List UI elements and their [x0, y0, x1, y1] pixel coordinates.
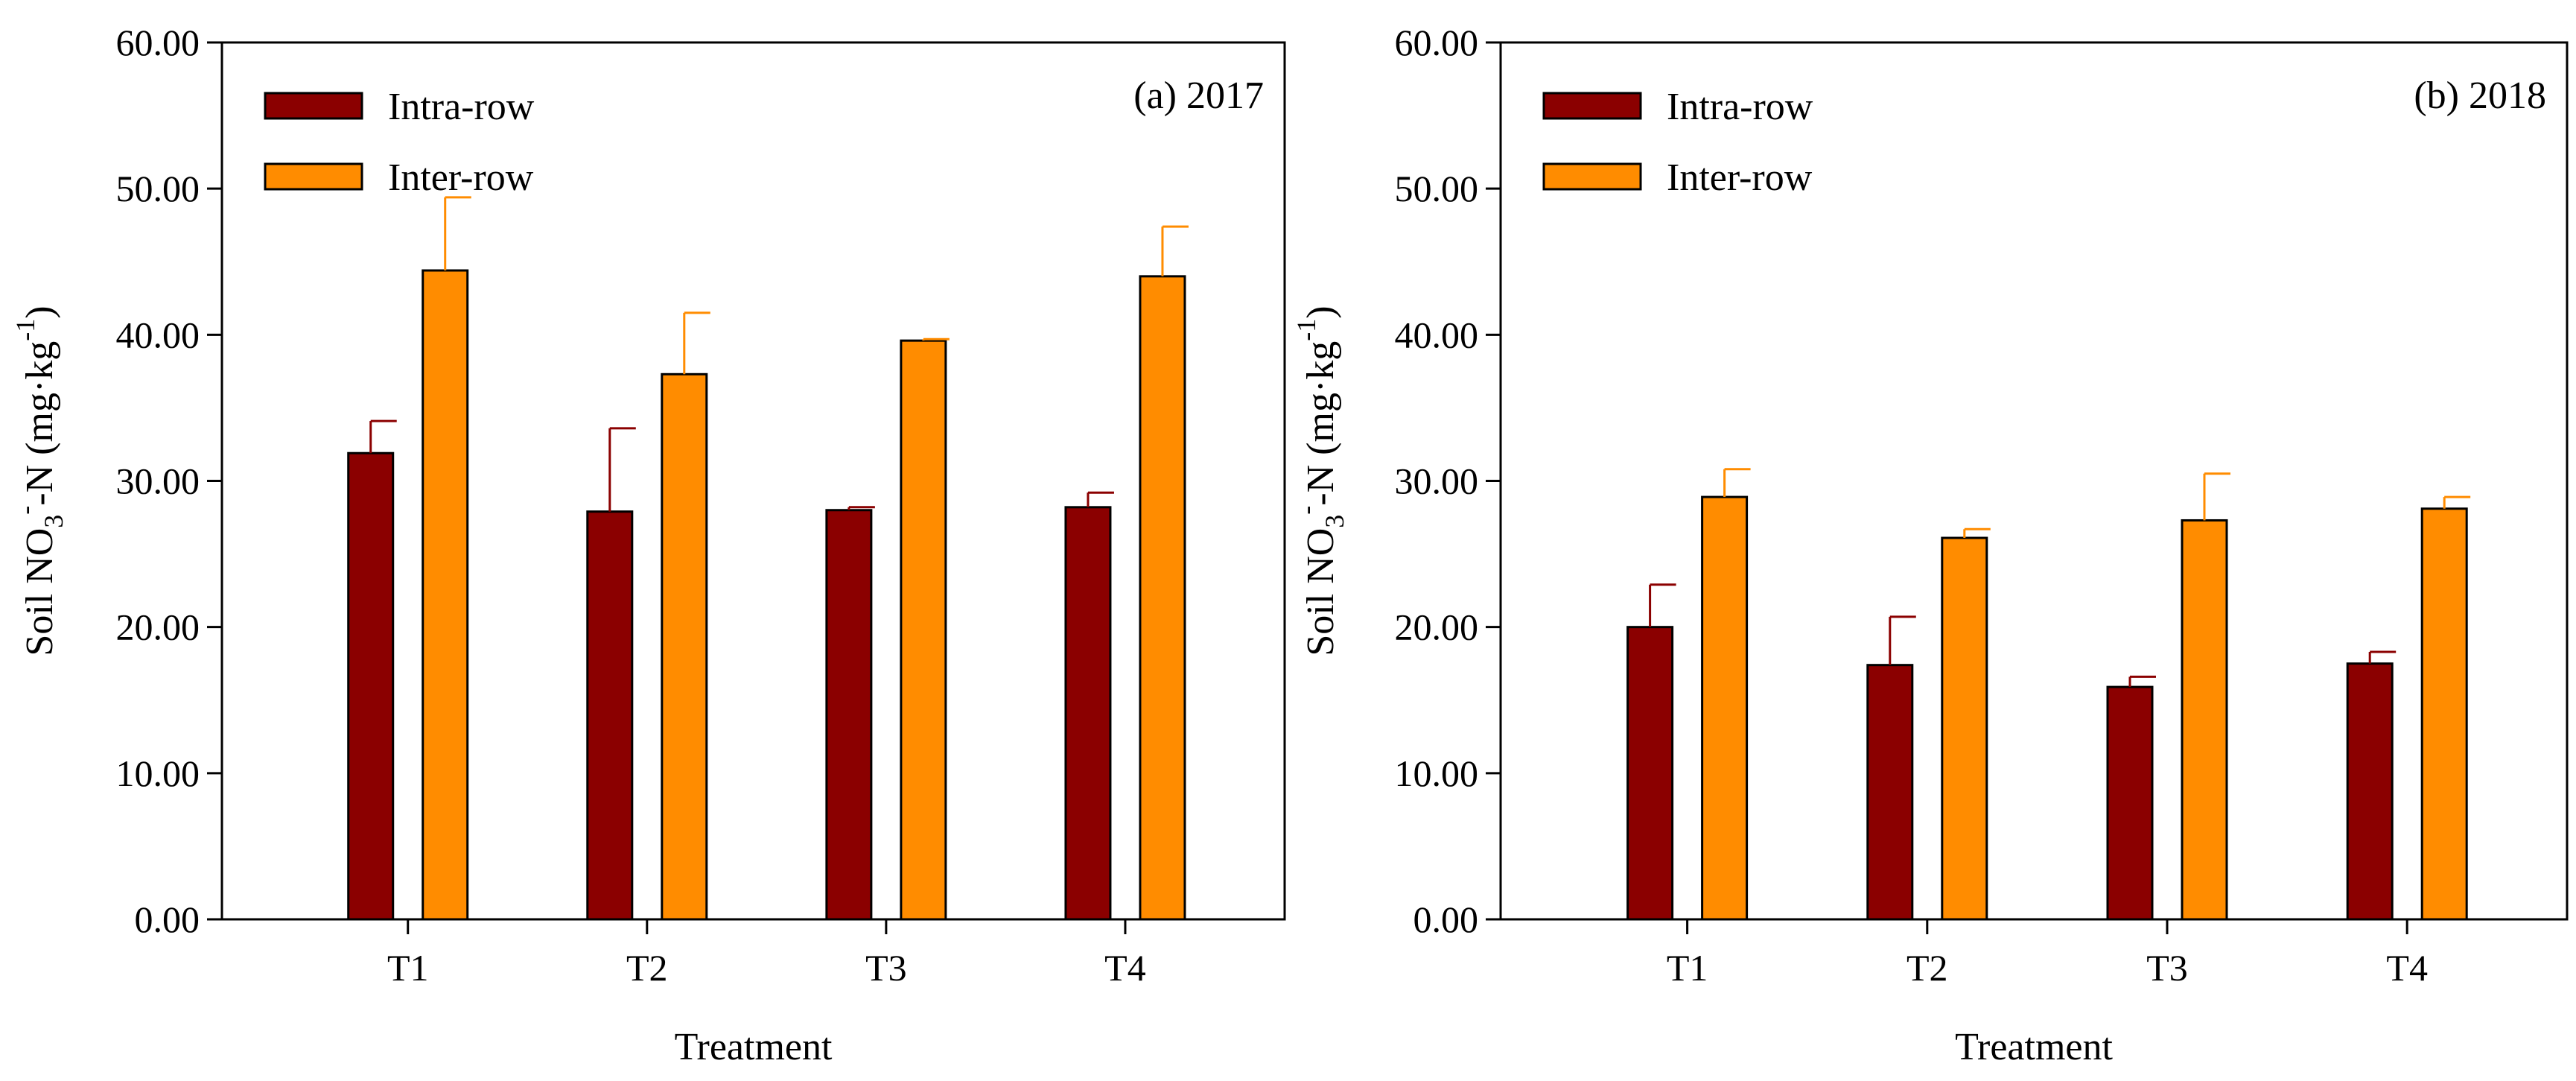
y-tick-label: 10.00 [116, 752, 200, 794]
y-axis-title: Soil NO3--N (mg·kg-1) [10, 305, 69, 656]
y-tick-label: 20.00 [1395, 606, 1479, 648]
y-axis-title-part: -1 [1291, 319, 1321, 341]
legend-swatch [264, 162, 363, 191]
y-axis-title-part: ) [19, 305, 61, 318]
y-tick-label: 50.00 [1395, 168, 1479, 209]
x-tick-label: T4 [1104, 947, 1146, 989]
y-tick-label: 20.00 [116, 606, 200, 648]
bar-inter-row-t3 [900, 339, 947, 921]
x-tick-label: T1 [1667, 947, 1708, 989]
y-tick-label: 40.00 [116, 314, 200, 355]
bar-inter-row-t2 [661, 373, 708, 921]
bar-inter-row-t2 [1941, 536, 1988, 921]
y-tick-label: 0.00 [1413, 898, 1479, 940]
x-axis-title: Treatment [1955, 1026, 2113, 1068]
bar-intra-row-t2 [1866, 664, 1914, 921]
bar-inter-row-t1 [422, 269, 469, 921]
y-axis-title-part: ) [1300, 305, 1342, 318]
legend-label: Intra-row [1667, 86, 1813, 128]
chart-panel-2: 0.00 10.00 20.00 30.00 40.00 50.00 60.00 T1 T2 T3… [1291, 22, 2569, 1068]
y-tick-label: 40.00 [1395, 314, 1479, 355]
y-tick-label: 50.00 [116, 168, 200, 209]
bar-intra-row-t2 [586, 510, 634, 921]
y-axis-title: Soil NO3--N (mg·kg-1) [1291, 305, 1349, 656]
bar-inter-row-t3 [2181, 519, 2228, 921]
x-tick-label: T1 [387, 947, 429, 989]
y-tick-label: 60.00 [116, 22, 200, 63]
legend-label: Inter-row [388, 156, 534, 199]
legend-label: Intra-row [388, 86, 535, 128]
y-tick-label: 10.00 [1395, 752, 1479, 794]
bar-intra-row-t1 [347, 451, 395, 921]
bar-intra-row-t3 [825, 509, 873, 921]
bar-inter-row-t1 [1701, 495, 1749, 921]
x-tick-label: T3 [2146, 947, 2188, 989]
y-tick-label: 60.00 [1395, 22, 1479, 63]
y-axis-title-part: 3 [1320, 515, 1349, 528]
x-axis-title: Treatment [675, 1026, 833, 1068]
y-tick-label: 30.00 [116, 460, 200, 502]
y-tick-label: 0.00 [135, 898, 200, 940]
legend-swatch [1542, 162, 1642, 191]
legend-label: Inter-row [1667, 156, 1813, 199]
y-axis-title-part: -N (mg·kg [19, 341, 61, 506]
y-axis-title-part: - [10, 506, 40, 515]
x-tick-label: T3 [865, 947, 907, 989]
y-axis-title-part: 3 [39, 515, 69, 528]
bar-intra-row-t4 [2346, 662, 2394, 921]
y-axis-title-part: Soil NO [19, 528, 61, 656]
bar-inter-row-t4 [1139, 275, 1186, 921]
bar-intra-row-t3 [2106, 685, 2154, 921]
y-tick-label: 30.00 [1395, 460, 1479, 502]
panel-label: (b) 2018 [2414, 75, 2546, 117]
legend-swatch [264, 92, 363, 120]
y-axis-title-part: - [1291, 506, 1321, 515]
y-axis-title-part: Soil NO [1300, 528, 1342, 656]
bar-inter-row-t4 [2420, 507, 2468, 921]
x-tick-label: T2 [1906, 947, 1948, 989]
x-tick-label: T2 [626, 947, 668, 989]
x-tick-label: T4 [2386, 947, 2428, 989]
chart-panel-1: 0.00 10.00 20.00 30.00 40.00 50.00 60.00 T1 T2 T3… [10, 22, 1286, 1068]
y-axis-title-part: -N (mg·kg [1300, 341, 1342, 506]
y-axis-title-part: -1 [10, 319, 40, 341]
panel-label: (a) 2017 [1133, 75, 1264, 117]
bar-intra-row-t4 [1064, 506, 1112, 921]
legend-swatch [1542, 92, 1642, 120]
bar-intra-row-t1 [1626, 626, 1674, 921]
